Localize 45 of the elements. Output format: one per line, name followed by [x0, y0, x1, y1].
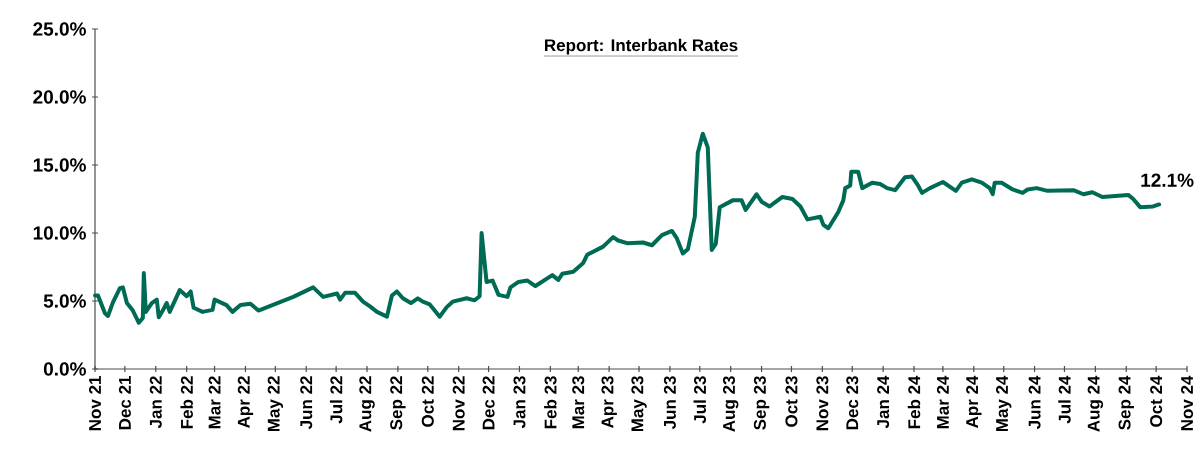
x-tick-label: Jul 22: [329, 376, 343, 424]
x-tick-label: Sep 24: [1118, 375, 1134, 430]
x-tick-label: Feb 24: [907, 375, 921, 429]
x-tick-label: Feb 22: [180, 376, 193, 429]
y-tick-label: 15.0%: [33, 158, 86, 172]
x-tick-label: Oct 22: [421, 376, 434, 427]
y-tick-label: 5.0%: [43, 294, 86, 308]
x-tick-label: Jun 24: [1028, 375, 1041, 430]
x-tick-label: Apr 22: [237, 376, 254, 429]
x-tick-label: Jan 22: [149, 376, 162, 429]
x-tick-label: Jun 22: [300, 376, 313, 430]
x-tick-label: Nov 23: [816, 376, 829, 431]
x-tick-label: Jan 23: [513, 376, 526, 429]
x-tick-label: Jun 23: [663, 376, 676, 430]
x-tick-label: Apr 24: [966, 375, 982, 429]
x-tick-label: Mar 23: [572, 376, 585, 429]
x-tick-label: Dec 22: [482, 376, 495, 430]
x-tick-label: Apr 23: [601, 376, 617, 429]
annotation: 12.1%: [1141, 173, 1194, 187]
x-tick-label: Aug 23: [722, 376, 739, 432]
x-tick-label: Dec 23: [846, 376, 859, 430]
x-tick-label: Nov 22: [452, 376, 465, 431]
x-tick-label: Feb 23: [544, 376, 557, 429]
x-tick-label: May 22: [267, 376, 284, 432]
y-tick-label: 10.0%: [33, 226, 86, 240]
x-tick-label: Oct 23: [785, 376, 798, 427]
text: Report: Interbank Rates: [545, 38, 738, 55]
x-tick-label: Dec 21: [118, 376, 131, 430]
x-tick-label: Jul 23: [693, 376, 707, 424]
y-tick-label: 25.0%: [33, 22, 86, 36]
y-tick-label: 0.0%: [43, 362, 86, 376]
x-tick-label: Oct 24: [1150, 375, 1163, 427]
x-tick-label: Sep 23: [753, 376, 770, 430]
y-tick-label: 20.0%: [33, 90, 86, 104]
x-tick-label: Nov 24: [1181, 375, 1194, 431]
x-tick-label: Jan 24: [877, 375, 890, 429]
x-tick-label: Mar 24: [936, 375, 949, 429]
x-tick-label: Sep 22: [390, 376, 406, 430]
x-tick-label: Nov 21: [88, 376, 102, 431]
x-tick-label: May 24: [995, 375, 1012, 432]
x-tick-label: Aug 22: [359, 376, 375, 432]
x-tick-label: Aug 24: [1087, 375, 1104, 432]
x-tick-label: Jul 24: [1058, 375, 1071, 424]
x-tick-label: Mar 22: [208, 376, 221, 429]
x-tick-label: May 23: [631, 376, 647, 432]
